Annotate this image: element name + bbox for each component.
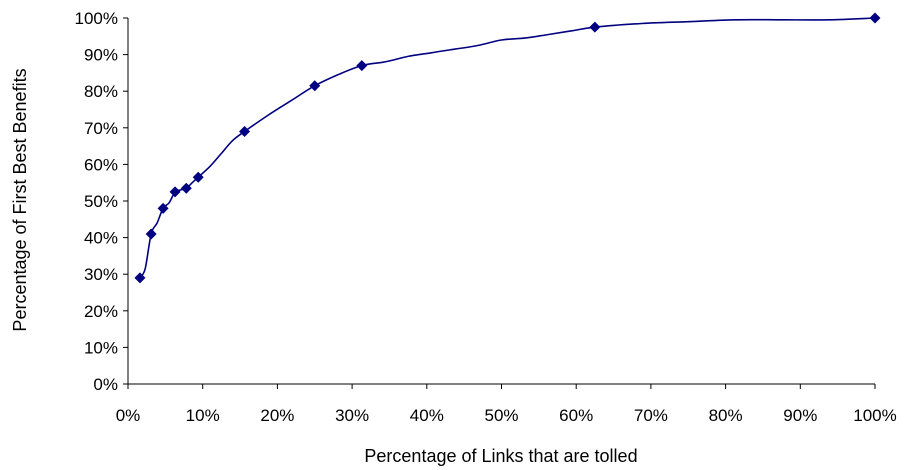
x-tick-label: 50% (484, 406, 518, 425)
y-tick-label: 90% (84, 46, 118, 65)
data-point-diamond (169, 186, 181, 198)
x-tick-label: 40% (410, 406, 444, 425)
x-tick-label: 100% (853, 406, 896, 425)
data-point-diamond (145, 228, 157, 240)
y-tick-label: 20% (84, 302, 118, 321)
data-point-diamond (589, 21, 601, 33)
data-point-diamond (192, 171, 204, 183)
y-tick-label: 0% (93, 375, 118, 394)
data-point-diamond (239, 125, 251, 137)
data-point-diamond (134, 272, 146, 284)
data-point-diamond (869, 12, 881, 24)
y-tick-label: 100% (75, 9, 118, 28)
y-tick-label: 70% (84, 119, 118, 138)
x-tick-label: 30% (335, 406, 369, 425)
x-tick-label: 0% (116, 406, 141, 425)
data-point-diamond (157, 202, 169, 214)
series-line (139, 17, 876, 279)
x-tick-label: 90% (783, 406, 817, 425)
data-point-markers (134, 12, 881, 284)
y-axis-title: Percentage of First Best Benefits (10, 68, 30, 331)
y-axis-ticks: 0% 10% 20% 30% 40% 50% 60% 70% 80% 90% 100% (75, 9, 128, 394)
x-tick-label: 60% (559, 406, 593, 425)
y-tick-label: 40% (84, 229, 118, 248)
data-point-diamond (356, 60, 368, 72)
data-point-diamond (309, 80, 321, 92)
x-tick-label: 20% (260, 406, 294, 425)
y-tick-label: 10% (84, 338, 118, 357)
y-tick-label: 60% (84, 155, 118, 174)
x-axis-ticks: 0% 10% 20% 30% 40% 50% 60% 70% 80% 90% 100% (116, 384, 897, 425)
x-tick-label: 70% (634, 406, 668, 425)
data-point-diamond (180, 182, 192, 194)
x-tick-label: 10% (186, 406, 220, 425)
x-tick-label: 80% (709, 406, 743, 425)
y-tick-label: 80% (84, 82, 118, 101)
y-tick-label: 30% (84, 265, 118, 284)
x-axis-title: Percentage of Links that are tolled (364, 446, 637, 466)
y-tick-label: 50% (84, 192, 118, 211)
